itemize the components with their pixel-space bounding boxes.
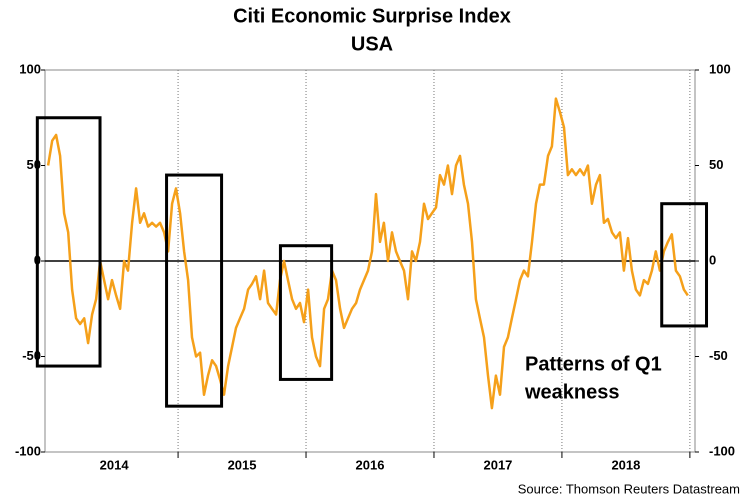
- y-tick-label: 100: [19, 61, 41, 76]
- x-tick-label: 2014: [100, 457, 130, 472]
- highlight-box: [278, 244, 334, 381]
- y-tick-label: -100: [15, 443, 41, 458]
- chart-subtitle: USA: [351, 33, 393, 55]
- highlight-box: [660, 202, 709, 328]
- annotation: Patterns of Q1: [525, 353, 662, 375]
- chart-title: Citi Economic Surprise Index: [233, 5, 511, 27]
- y2-tick-label: -50: [709, 348, 728, 363]
- highlight-box: [35, 116, 102, 368]
- y-tick-label: 50: [27, 157, 41, 172]
- y2-tick-label: 50: [709, 157, 723, 172]
- annotation: weakness: [524, 381, 620, 403]
- line: [46, 97, 689, 410]
- y2-tick-label: -100: [709, 443, 735, 458]
- x-tick-label: 2018: [611, 457, 640, 472]
- source: Source: Thomson Reuters Datastream: [518, 481, 740, 496]
- y2-tick-label: 100: [709, 61, 731, 76]
- x-tick-label: 2017: [483, 457, 512, 472]
- highlight-box: [165, 173, 224, 408]
- y2-tick-label: 0: [709, 252, 716, 267]
- x-tick-label: 2015: [228, 457, 257, 472]
- x-tick-label: 2016: [356, 457, 385, 472]
